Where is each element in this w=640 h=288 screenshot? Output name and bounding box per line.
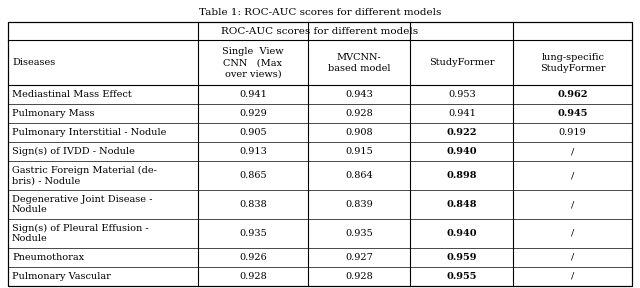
Text: 0.941: 0.941 — [239, 90, 267, 99]
Text: Pulmonary Interstitial - Nodule: Pulmonary Interstitial - Nodule — [12, 128, 166, 137]
Text: 0.922: 0.922 — [447, 128, 477, 137]
Text: 0.905: 0.905 — [239, 128, 267, 137]
Text: 0.928: 0.928 — [239, 272, 267, 281]
Text: Sign(s) of IVDD - Nodule: Sign(s) of IVDD - Nodule — [12, 147, 135, 156]
Text: 0.941: 0.941 — [448, 109, 476, 118]
Text: StudyFormer: StudyFormer — [429, 58, 495, 67]
Text: lung-specific
StudyFormer: lung-specific StudyFormer — [540, 53, 605, 73]
Text: 0.928: 0.928 — [345, 109, 373, 118]
Text: 0.940: 0.940 — [447, 229, 477, 238]
Text: 0.927: 0.927 — [345, 253, 373, 262]
Text: Mediastinal Mass Effect: Mediastinal Mass Effect — [12, 90, 132, 99]
Text: Pulmonary Vascular: Pulmonary Vascular — [12, 272, 111, 281]
Text: Table 1: ROC-AUC scores for different models: Table 1: ROC-AUC scores for different mo… — [199, 8, 441, 17]
Text: 0.848: 0.848 — [447, 200, 477, 209]
Text: ROC-AUC scores for different models: ROC-AUC scores for different models — [221, 27, 419, 36]
Text: /: / — [571, 200, 574, 209]
Text: 0.908: 0.908 — [345, 128, 373, 137]
Text: /: / — [571, 147, 574, 156]
Text: 0.935: 0.935 — [345, 229, 373, 238]
Text: Single  View
CNN   (Max
over views): Single View CNN (Max over views) — [222, 47, 284, 78]
Text: 0.928: 0.928 — [345, 272, 373, 281]
Text: 0.943: 0.943 — [345, 90, 373, 99]
Text: 0.962: 0.962 — [557, 90, 588, 99]
Text: 0.945: 0.945 — [557, 109, 588, 118]
Text: MVCNN-
based model: MVCNN- based model — [328, 53, 390, 73]
Text: Sign(s) of Pleural Effusion -
Nodule: Sign(s) of Pleural Effusion - Nodule — [12, 224, 148, 243]
Text: /: / — [571, 253, 574, 262]
Text: 0.915: 0.915 — [345, 147, 373, 156]
Text: Diseases: Diseases — [12, 58, 55, 67]
Text: /: / — [571, 171, 574, 180]
Text: 0.864: 0.864 — [345, 171, 373, 180]
Text: 0.919: 0.919 — [559, 128, 587, 137]
Text: 0.898: 0.898 — [447, 171, 477, 180]
Text: /: / — [571, 272, 574, 281]
Text: 0.935: 0.935 — [239, 229, 267, 238]
Text: 0.929: 0.929 — [239, 109, 267, 118]
Text: 0.926: 0.926 — [239, 253, 267, 262]
Text: Pulmonary Mass: Pulmonary Mass — [12, 109, 95, 118]
Text: Degenerative Joint Disease -
Nodule: Degenerative Joint Disease - Nodule — [12, 195, 152, 214]
Text: 0.838: 0.838 — [239, 200, 267, 209]
Text: 0.940: 0.940 — [447, 147, 477, 156]
Text: Pneumothorax: Pneumothorax — [12, 253, 84, 262]
Text: 0.913: 0.913 — [239, 147, 267, 156]
Text: /: / — [571, 229, 574, 238]
Text: 0.959: 0.959 — [447, 253, 477, 262]
Text: 0.865: 0.865 — [239, 171, 267, 180]
Text: 0.955: 0.955 — [447, 272, 477, 281]
Text: 0.839: 0.839 — [345, 200, 373, 209]
Text: 0.953: 0.953 — [448, 90, 476, 99]
Text: Gastric Foreign Material (de-
bris) - Nodule: Gastric Foreign Material (de- bris) - No… — [12, 166, 157, 185]
